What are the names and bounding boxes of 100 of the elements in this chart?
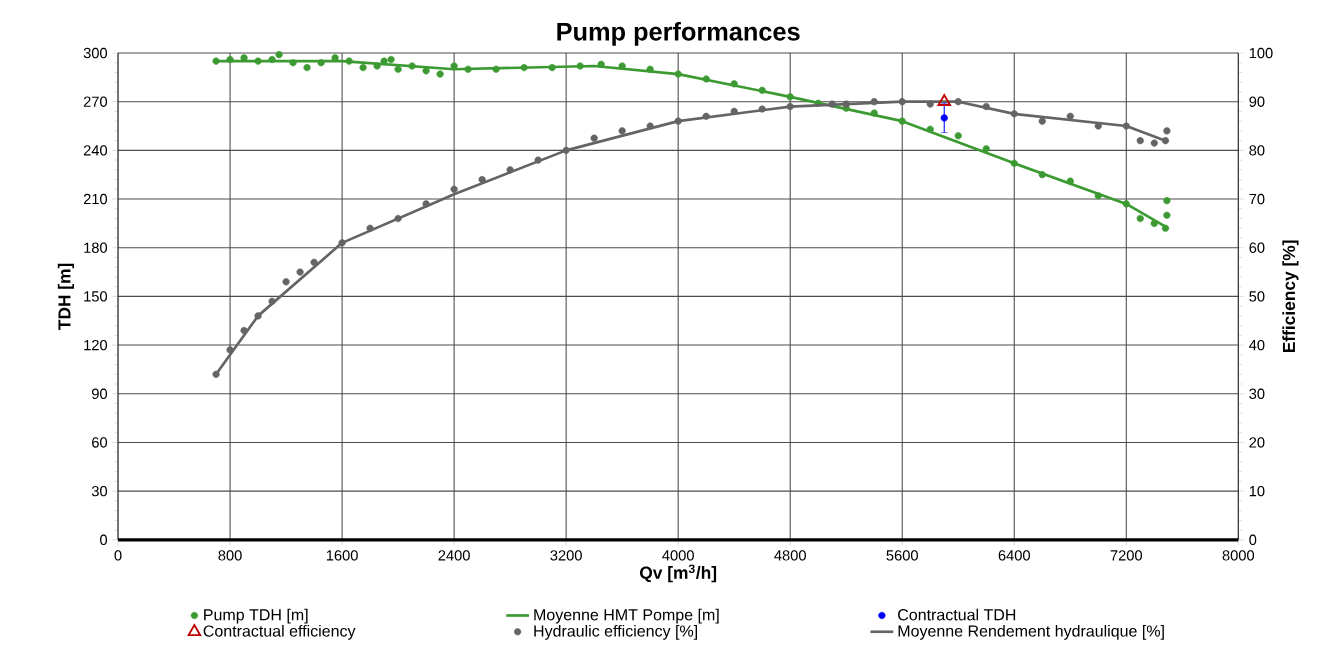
legend-label: Moyenne HMT Pompe [m] (534, 608, 719, 624)
point (618, 62, 626, 70)
x-tick-label: 4800 (774, 550, 806, 561)
point (982, 145, 990, 153)
point (464, 65, 472, 73)
point (1066, 112, 1074, 120)
y2-tick-label: 0 (1249, 534, 1257, 546)
y2-tick-label: 10 (1249, 486, 1265, 497)
x-tick-label: 0 (114, 550, 122, 561)
point (954, 132, 962, 140)
point (590, 134, 598, 142)
point (1122, 200, 1130, 208)
point (1010, 110, 1018, 118)
point (338, 239, 346, 247)
point (898, 98, 906, 106)
point (345, 57, 353, 65)
point (275, 51, 283, 59)
point (982, 103, 990, 111)
point (702, 112, 710, 120)
point (373, 62, 381, 70)
point (212, 57, 220, 65)
legend-label: Contractual efficiency (203, 625, 356, 640)
point (1163, 211, 1171, 219)
point (492, 65, 500, 73)
point (1161, 137, 1170, 145)
point (730, 80, 738, 88)
point (674, 117, 682, 125)
y-tick-label: 300 (83, 47, 108, 59)
point (1150, 139, 1158, 147)
point (646, 122, 654, 130)
y2-tick-label: 30 (1249, 388, 1265, 400)
point (226, 346, 234, 354)
point (786, 93, 794, 101)
legend-label: Contractual TDH (898, 608, 1016, 621)
chart-title: Pump performances (557, 22, 800, 46)
x-tick-label: 7200 (1110, 550, 1142, 561)
y2-tick-label: 100 (1249, 47, 1273, 59)
point (1163, 197, 1171, 205)
point (646, 65, 654, 73)
legend-label: Pump TDH [m] (204, 608, 308, 624)
point (1038, 117, 1046, 125)
point (254, 312, 262, 320)
x-tick-label: 3200 (550, 550, 582, 561)
legend-label: Moyenne Rendement hydraulique [%] (898, 625, 1164, 640)
point (450, 185, 458, 193)
point (289, 59, 297, 67)
point (730, 107, 738, 116)
x-tick-label: 5600 (886, 550, 918, 561)
point (548, 64, 556, 72)
y2-tick-label: 60 (1249, 242, 1265, 253)
point (268, 297, 276, 305)
point (758, 86, 766, 95)
point (1136, 137, 1144, 145)
point (674, 70, 682, 78)
point (254, 57, 262, 65)
point (870, 98, 878, 106)
point (394, 214, 402, 223)
y-tick-label: 30 (91, 486, 108, 497)
x-tick-label: 800 (218, 550, 242, 561)
point (436, 70, 444, 78)
y-tick-label: 270 (83, 96, 108, 107)
y-axis-title: TDH [m] (57, 263, 74, 330)
y-tick-label: 120 (84, 339, 108, 351)
y-tick-label: 150 (84, 291, 108, 302)
point (226, 55, 234, 64)
point (597, 60, 605, 69)
point (212, 370, 220, 378)
point (310, 258, 318, 267)
point (1150, 219, 1158, 228)
x-tick-label: 6400 (998, 550, 1030, 561)
point (842, 100, 850, 108)
point (1161, 224, 1170, 232)
point (828, 100, 836, 108)
point (937, 94, 951, 107)
point (786, 103, 794, 111)
point (422, 200, 430, 208)
point (1066, 177, 1074, 185)
point (618, 127, 626, 135)
point (268, 55, 276, 64)
y2-tick-label: 70 (1249, 193, 1265, 205)
point (870, 109, 878, 117)
x-tick-label: 4000 (662, 550, 694, 561)
point (898, 117, 906, 125)
point (506, 166, 514, 174)
point (296, 268, 304, 276)
point (1094, 192, 1102, 200)
point (926, 100, 934, 108)
point (702, 75, 710, 83)
point (940, 114, 948, 122)
point (1038, 171, 1046, 179)
point (576, 62, 584, 70)
point (562, 146, 570, 155)
point (366, 224, 374, 232)
point (926, 125, 934, 133)
point (422, 67, 430, 75)
y-tick-label: 240 (83, 145, 108, 156)
point (240, 326, 248, 335)
point (1163, 127, 1171, 135)
point (394, 65, 402, 73)
point (303, 64, 311, 72)
